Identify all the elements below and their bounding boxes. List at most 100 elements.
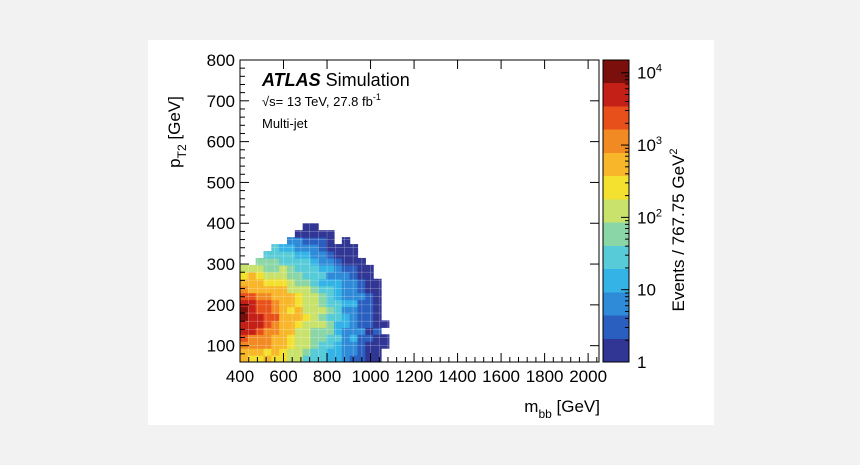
heatmap-cell — [279, 292, 288, 301]
heatmap-cell — [302, 320, 312, 328]
heatmap-cell — [310, 230, 319, 238]
heatmap-cell — [326, 244, 335, 252]
heatmap-cell — [294, 327, 304, 335]
heatmap-cell — [279, 341, 288, 349]
heatmap-cell — [349, 299, 359, 308]
y-axis: 100 200 300 400 500 600 700 800 — [207, 51, 599, 356]
heatmap-cell — [365, 278, 374, 287]
y-axis-title-unit: [GeV] — [165, 96, 184, 144]
heatmap-cell — [240, 306, 249, 315]
heatmap-cell — [341, 348, 351, 356]
heatmap-cell — [263, 313, 272, 321]
heatmap-cell — [294, 230, 304, 238]
heatmap-cell — [380, 334, 390, 342]
heatmap-cell — [333, 299, 343, 308]
heatmap-cell — [271, 320, 280, 328]
heatmap-cell — [341, 355, 351, 362]
heatmap-cell — [326, 306, 335, 315]
lumi-exponent: -1 — [373, 92, 381, 102]
heatmap-cell — [341, 341, 351, 349]
heatmap-cell — [263, 355, 272, 362]
heatmap-cell — [263, 327, 272, 335]
y-axis-title-sub: T2 — [175, 144, 189, 158]
heatmap-cell — [349, 257, 359, 266]
heatmap-cell — [310, 257, 319, 266]
heatmap-cell — [287, 341, 296, 349]
heatmap-cell — [318, 257, 327, 266]
heatmap-cell — [279, 244, 288, 252]
heatmap-cell — [333, 264, 343, 273]
heatmap-cell — [287, 313, 296, 321]
heatmap-cell — [326, 348, 335, 356]
heatmap-cell — [263, 257, 272, 266]
heatmap-cell — [333, 244, 343, 252]
heatmap-cell — [326, 250, 335, 259]
heatmap-cell — [279, 313, 288, 321]
atlas-label: ATLAS Simulation — [261, 70, 410, 90]
heatmap-cell — [255, 348, 265, 356]
heatmap-cell — [240, 313, 249, 321]
y-tick-label: 400 — [207, 214, 235, 233]
heatmap-cell — [333, 271, 343, 280]
heatmap-cell — [333, 257, 343, 266]
heatmap-cell — [247, 334, 257, 342]
heatmap-cell — [326, 313, 335, 321]
heatmap-cell — [333, 341, 343, 349]
heatmap-cell — [240, 278, 249, 287]
heatmap-cell — [373, 334, 382, 342]
heatmap-cell — [255, 292, 265, 301]
heatmap-cell — [287, 299, 296, 308]
heatmap-cell — [271, 285, 280, 294]
heatmap-cell — [279, 264, 288, 273]
heatmap-cell — [294, 341, 304, 349]
heatmap-cell — [271, 271, 280, 280]
heatmap-cell — [365, 285, 374, 294]
heatmap-cell — [240, 348, 249, 356]
heatmap-cell — [326, 334, 335, 342]
heatmap-cell — [365, 271, 374, 280]
heatmap-cell — [318, 313, 327, 321]
y-tick-label: 700 — [207, 92, 235, 111]
heatmap-cell — [287, 320, 296, 328]
heatmap-cell — [357, 334, 366, 342]
heatmap-cell — [263, 292, 272, 301]
heatmap-cell — [287, 257, 296, 266]
heatmap-cell — [279, 285, 288, 294]
heatmap-cell — [310, 237, 319, 245]
heatmap-cell — [279, 306, 288, 315]
heatmap-cell — [357, 285, 366, 294]
heatmap-cell — [310, 320, 319, 328]
heatmap-cell — [357, 348, 366, 356]
heatmap-cell — [240, 264, 249, 273]
heatmap-cell — [357, 264, 366, 273]
heatmap-cells — [240, 223, 390, 362]
heatmap-cell — [271, 250, 280, 259]
heatmap-cell — [326, 292, 335, 301]
z-tick-label: 10 — [637, 281, 656, 300]
heatmap-cell — [365, 341, 374, 349]
heatmap-cell — [341, 320, 351, 328]
heatmap-cell — [255, 264, 265, 273]
heatmap-cell — [341, 292, 351, 301]
heatmap-cell — [302, 306, 312, 315]
x-tick-label: 2000 — [569, 367, 607, 386]
heatmap-cell — [294, 264, 304, 273]
heatmap-cell — [255, 320, 265, 328]
x-tick-label: 1000 — [352, 367, 390, 386]
z-tick-label: 104 — [637, 63, 662, 83]
heatmap-cell — [287, 237, 296, 245]
heatmap-cell — [373, 306, 382, 315]
heatmap-cell — [349, 306, 359, 315]
plot-frame — [239, 59, 600, 363]
heatmap-cell — [333, 348, 343, 356]
heatmap-cell — [318, 348, 327, 356]
heatmap-cell — [318, 271, 327, 280]
heatmap-cell — [271, 313, 280, 321]
heatmap-cell — [349, 341, 359, 349]
heatmap-cell — [326, 355, 335, 362]
heatmap-cell — [365, 348, 374, 356]
heatmap-cell — [302, 257, 312, 266]
heatmap-cell — [247, 264, 257, 273]
heatmap-cell — [365, 334, 374, 342]
heatmap-cell — [365, 264, 374, 273]
